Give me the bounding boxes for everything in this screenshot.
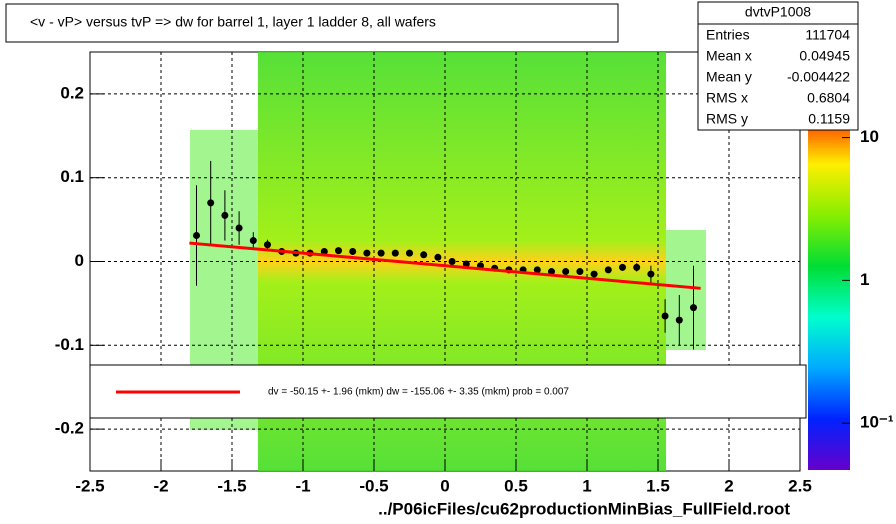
x-tick-label: 2.5	[788, 476, 812, 495]
y-tick-label: 0.2	[60, 83, 84, 102]
point	[221, 211, 229, 219]
colorbar-label: 10⁻¹	[860, 413, 894, 432]
x-tick-label: 0	[440, 476, 449, 495]
stats-value: 0.04945	[799, 48, 850, 64]
x-tick-label: 1	[582, 476, 591, 495]
point	[619, 263, 626, 271]
point	[406, 249, 413, 257]
x-axis-label: ../P06icFiles/cu62productionMinBias_Full…	[378, 499, 790, 518]
point	[207, 199, 215, 207]
point	[533, 266, 541, 274]
x-tick-label: 0.5	[504, 476, 528, 495]
stats-value: 0.6804	[807, 90, 850, 106]
legend-text: dv = -50.15 +- 1.96 (mkm) dw = -155.06 +…	[268, 387, 569, 398]
stats-title: dvtvP1008	[745, 4, 811, 20]
x-tick-label: -2.5	[75, 476, 104, 495]
point	[349, 247, 357, 255]
point	[193, 232, 200, 240]
y-tick-label: 0.1	[60, 167, 84, 186]
stats-label: Mean x	[706, 48, 752, 64]
point	[235, 224, 243, 232]
title-box	[5, 3, 619, 43]
colorbar	[808, 130, 850, 470]
point	[647, 270, 655, 278]
point	[675, 316, 683, 324]
colorbar-label: 10	[860, 127, 879, 146]
stats-value: 0.1159	[808, 111, 850, 127]
y-tick-label: -0.1	[55, 335, 84, 354]
point	[377, 249, 385, 257]
x-tick-label: 1.5	[646, 476, 670, 495]
heatmap-edge	[666, 230, 706, 350]
point	[462, 260, 470, 268]
point	[562, 268, 570, 276]
y-tick-label: -0.2	[55, 419, 84, 438]
point	[391, 249, 399, 257]
stats-label: RMS y	[706, 111, 748, 127]
stats-label: Entries	[706, 27, 750, 43]
point	[590, 270, 598, 278]
x-tick-label: -2	[153, 476, 168, 495]
point	[420, 251, 428, 259]
point	[633, 263, 641, 271]
colorbar-label: 1	[860, 270, 869, 289]
point	[320, 247, 328, 255]
point	[604, 266, 612, 274]
marks	[189, 160, 701, 350]
stats-box: dvtvP1008 Entries 111704 Mean x 0.04945 Mean…	[697, 1, 859, 131]
point	[661, 312, 669, 320]
x-tick-label: -1.5	[217, 476, 246, 495]
stats-value: 111704	[805, 27, 850, 43]
fit-line	[189, 241, 701, 290]
stats-label: Mean y	[706, 69, 752, 85]
point	[335, 247, 342, 255]
y-tick-label: 0	[75, 251, 84, 270]
stats-label: RMS x	[706, 90, 748, 106]
point	[264, 241, 271, 249]
point	[434, 253, 442, 261]
x-tick-label: 2	[724, 476, 733, 495]
stats-frame	[697, 1, 859, 131]
x-tick-label: -1	[295, 476, 310, 495]
point	[448, 258, 456, 265]
point	[363, 249, 371, 257]
stats-value: -0.004422	[787, 69, 850, 85]
point	[690, 304, 697, 312]
point	[576, 268, 584, 276]
x-tick-label: -0.5	[359, 476, 388, 495]
point	[249, 237, 257, 245]
chart-title: <v - vP> versus tvP => dw for barrel 1, …	[30, 14, 436, 30]
point	[548, 268, 555, 276]
